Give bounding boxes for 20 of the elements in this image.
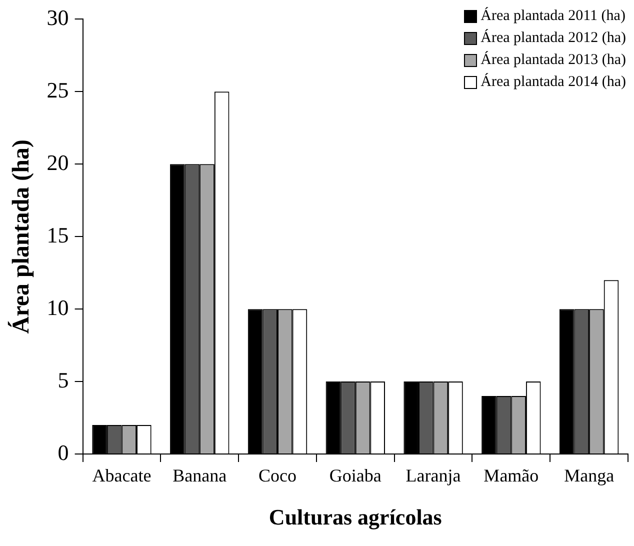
x-tick-label: Coco [258,466,297,486]
y-tick-label: 10 [46,294,69,320]
y-tick-label: 5 [58,367,69,392]
y-axis-title: Área plantada (ha) [8,139,35,334]
x-tick-label: Abacate [92,466,152,486]
legend-label: Área plantada 2014 (ha) [480,72,626,92]
x-axis-title: Culturas agrícolas [268,504,442,530]
legend-label: Área plantada 2012 (ha) [480,28,626,48]
x-tick-label: Goiaba [329,466,382,486]
y-tick-label: 20 [46,150,69,175]
x-tick-label: Manga [564,466,614,486]
x-tick-label: Laranja [406,466,461,486]
y-tick-label: 15 [46,222,69,248]
x-tick-label: Banana [172,466,227,486]
y-tick-label: 25 [46,77,69,102]
y-tick-label: 30 [46,4,69,30]
x-tick-label: Mamão [484,466,539,486]
y-tick-label: 0 [58,440,69,465]
legend-label: Área plantada 2011 (ha) [480,6,626,26]
legend-label: Área plantada 2013 (ha) [480,50,626,70]
